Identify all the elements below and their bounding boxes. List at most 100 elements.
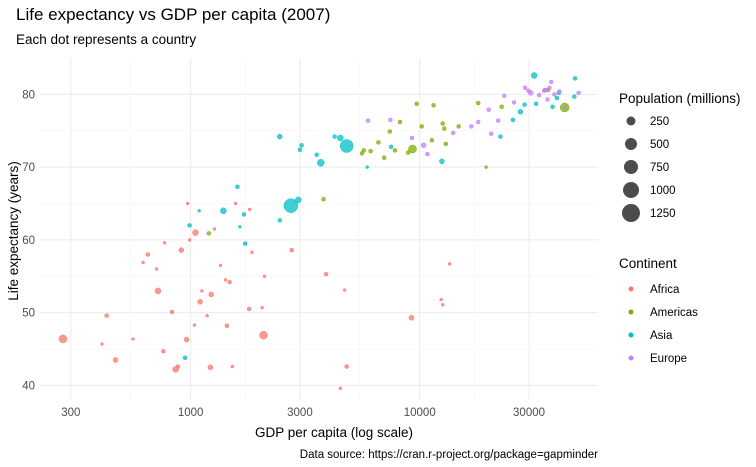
data-point-americas [419, 124, 424, 129]
data-point-europe [542, 87, 548, 93]
data-point-europe [548, 79, 554, 85]
data-point-africa [208, 291, 214, 298]
data-point-africa [100, 342, 104, 346]
data-point-africa [154, 287, 162, 295]
data-point-americas [440, 121, 445, 126]
y-axis-title: Life expectancy (years) [6, 161, 21, 301]
data-point-asia [182, 355, 188, 361]
data-point-asia [530, 72, 538, 79]
x-tick-label: 3000 [287, 407, 313, 419]
data-point-asia [339, 139, 354, 153]
data-point-africa [218, 263, 223, 268]
data-point-africa [342, 288, 347, 292]
data-point-asia [187, 223, 192, 228]
data-point-americas [456, 124, 461, 129]
data-point-europe [547, 85, 552, 91]
data-point-africa [233, 201, 238, 206]
gridlines [40, 58, 598, 400]
size-legend-title: Population (millions) [619, 91, 741, 106]
data-point-africa [323, 271, 329, 277]
data-point-africa [200, 289, 204, 293]
data-point-africa [141, 260, 145, 265]
size-legend: Population (millions) 250 500 750 1000 1250 [619, 91, 741, 222]
size-legend-key [625, 138, 637, 150]
data-point-africa [230, 364, 235, 369]
data-point-americas [392, 148, 398, 153]
data-point-africa [250, 250, 254, 255]
size-legend-label: 750 [650, 162, 669, 174]
data-point-europe [576, 90, 581, 96]
data-point-africa [440, 302, 445, 307]
data-point-africa [205, 313, 209, 318]
data-point-europe [552, 92, 557, 97]
data-point-africa [247, 207, 252, 212]
color-legend-label: Europe [650, 353, 687, 365]
color-legend-key [628, 332, 634, 338]
size-legend-label: 250 [650, 116, 669, 128]
data-point-europe [488, 131, 494, 136]
color-legend-key [628, 355, 634, 361]
data-point-africa [162, 241, 167, 245]
data-point-africa [223, 278, 228, 282]
data-point-europe [409, 135, 415, 141]
data-point-africa [169, 309, 175, 315]
x-tick-label: 300 [61, 407, 80, 419]
x-tick-label: 1000 [178, 407, 204, 419]
data-point-europe [502, 93, 507, 99]
data-point-asia [220, 207, 227, 215]
data-point-africa [154, 267, 159, 271]
data-point-asia [295, 196, 302, 204]
data-point-africa [178, 247, 185, 253]
data-point-africa [192, 323, 197, 327]
data-point-africa [161, 348, 166, 354]
data-point-asia [522, 102, 527, 107]
data-point-africa [259, 330, 268, 340]
data-points [58, 72, 581, 391]
color-legend-label: Asia [650, 330, 673, 342]
chart-subtitle: Each dot represents a country [16, 32, 196, 47]
y-axis-ticks: 40 50 60 70 80 [22, 89, 35, 392]
chart-title: Life expectancy vs GDP per capita (2007) [16, 5, 330, 24]
data-point-asia [510, 117, 516, 123]
data-point-americas [431, 103, 436, 108]
x-tick-label: 10000 [404, 407, 436, 419]
data-point-europe [536, 92, 542, 98]
data-point-africa [185, 201, 190, 206]
data-source-caption: Data source: https://cran.r-project.org/… [300, 449, 598, 461]
data-point-europe [365, 118, 371, 123]
data-point-europe [562, 105, 567, 110]
data-point-americas [499, 104, 504, 110]
data-point-europe [420, 142, 427, 149]
data-point-asia [332, 134, 337, 139]
data-point-asia [242, 241, 248, 246]
data-point-europe [469, 124, 474, 129]
color-legend: Continent Africa Americas Asia Europe [619, 256, 698, 365]
data-point-africa [227, 279, 232, 285]
data-point-europe [557, 89, 562, 94]
data-point-asia [241, 212, 247, 217]
data-point-asia [317, 159, 325, 167]
data-point-africa [112, 357, 119, 363]
data-point-americas [381, 155, 387, 160]
color-legend-key [628, 309, 634, 315]
size-legend-key [622, 204, 640, 222]
data-point-africa [207, 364, 214, 371]
data-point-americas [376, 140, 381, 145]
data-point-americas [429, 137, 435, 143]
data-point-asia [572, 94, 577, 99]
y-tick-label: 60 [22, 235, 35, 247]
data-point-americas [321, 196, 326, 202]
data-point-europe [450, 130, 456, 136]
size-legend-key [626, 116, 636, 126]
color-legend-label: Americas [650, 307, 698, 319]
data-point-europe [388, 117, 393, 123]
data-point-asia [337, 134, 344, 142]
data-point-africa [262, 274, 267, 279]
data-point-europe [475, 119, 481, 125]
data-point-africa [187, 238, 192, 242]
data-point-africa [289, 247, 294, 253]
data-point-americas [442, 126, 447, 131]
data-point-americas [414, 101, 419, 107]
data-point-europe [545, 97, 550, 102]
